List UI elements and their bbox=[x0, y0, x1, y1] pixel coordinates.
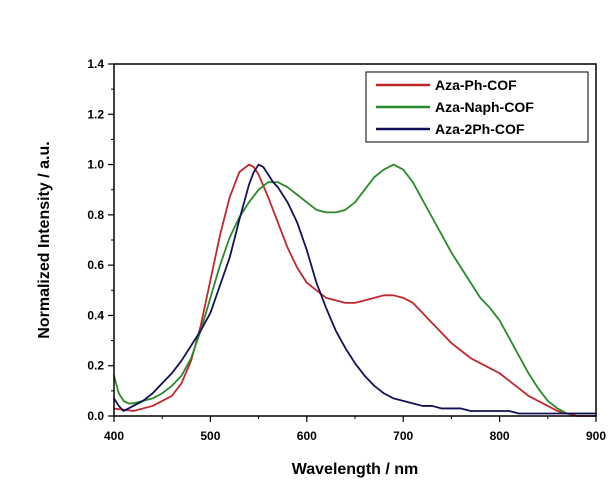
legend: Aza-Ph-COF Aza-Naph-COF Aza-2Ph-COF bbox=[365, 71, 589, 143]
axis-tick-labels: 400 500 600 700 800 900 0.0 0.2 0.4 0.6 0.8 1.0 1.2 1… bbox=[87, 57, 606, 443]
x-tick-label: 600 bbox=[297, 429, 317, 443]
legend-label-aza-ph-cof: Aza-Ph-COF bbox=[435, 77, 517, 93]
y-tick-label: 0.4 bbox=[87, 308, 104, 322]
x-tick-label: 900 bbox=[586, 429, 606, 443]
y-tick-label: 0.2 bbox=[87, 359, 104, 373]
x-tick-label: 400 bbox=[104, 429, 124, 443]
plot-lines bbox=[113, 163, 597, 417]
y-tick-label: 1.2 bbox=[87, 107, 104, 121]
series-line-aza-2ph-cof bbox=[113, 163, 597, 415]
y-tick-label: 1.0 bbox=[87, 158, 104, 172]
legend-label-aza-2ph-cof: Aza-2Ph-COF bbox=[435, 121, 525, 137]
y-tick-label: 0.0 bbox=[87, 409, 104, 423]
x-tick-label: 800 bbox=[490, 429, 510, 443]
legend-label-aza-naph-cof: Aza-Naph-COF bbox=[435, 99, 534, 115]
y-axis-title: Normalized Intensity / a.u. bbox=[36, 141, 53, 338]
y-tick-label: 0.6 bbox=[87, 258, 104, 272]
axis-ticks bbox=[108, 63, 597, 422]
y-tick-label: 0.8 bbox=[87, 208, 104, 222]
y-tick-label: 1.4 bbox=[87, 57, 104, 71]
x-axis-title: Wavelength / nm bbox=[292, 461, 419, 478]
series-line-aza-naph-cof bbox=[113, 163, 597, 415]
series-line-aza-ph-cof bbox=[113, 163, 597, 417]
x-tick-label: 700 bbox=[393, 429, 413, 443]
x-tick-label: 500 bbox=[200, 429, 220, 443]
